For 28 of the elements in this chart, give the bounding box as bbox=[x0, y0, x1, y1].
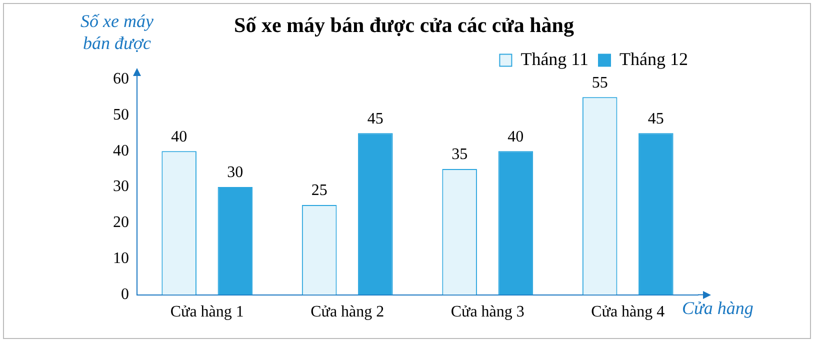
x-tick-label: Cửa hàng 2 bbox=[310, 304, 384, 321]
data-label: 40 bbox=[508, 128, 524, 146]
data-label: 25 bbox=[311, 182, 328, 200]
x-tick-label: Cửa hàng 1 bbox=[170, 304, 244, 321]
x-tick-label: Cửa hàng 4 bbox=[591, 304, 665, 321]
y-tick-label: 20 bbox=[113, 214, 129, 232]
legend-label: Tháng 11 bbox=[520, 48, 589, 69]
data-label: 55 bbox=[592, 74, 608, 92]
y-axis-title: Số xe máy bán được bbox=[80, 10, 154, 54]
y-tick-label: 0 bbox=[121, 286, 129, 304]
bar bbox=[218, 187, 253, 295]
y-tick-label: 50 bbox=[113, 106, 129, 124]
bar bbox=[498, 151, 534, 295]
data-label: 45 bbox=[648, 110, 664, 128]
data-label: 35 bbox=[452, 146, 468, 164]
chart-title: Số xe máy bán được cửa các cửa hàng bbox=[234, 13, 574, 38]
data-label: 45 bbox=[367, 110, 384, 128]
y-tick-label: 40 bbox=[113, 142, 129, 160]
x-tick-label: Cửa hàng 3 bbox=[450, 304, 524, 321]
bar bbox=[358, 133, 393, 295]
y-tick-label: 60 bbox=[113, 70, 129, 88]
bar bbox=[638, 133, 674, 295]
y-tick-label: 30 bbox=[113, 178, 129, 196]
y-tick-label: 10 bbox=[113, 250, 129, 268]
legend-label: Tháng 12 bbox=[620, 48, 688, 69]
x-axis-title: Cửa hàng bbox=[682, 298, 754, 319]
data-label: 40 bbox=[171, 128, 188, 146]
data-label: 30 bbox=[227, 164, 244, 182]
